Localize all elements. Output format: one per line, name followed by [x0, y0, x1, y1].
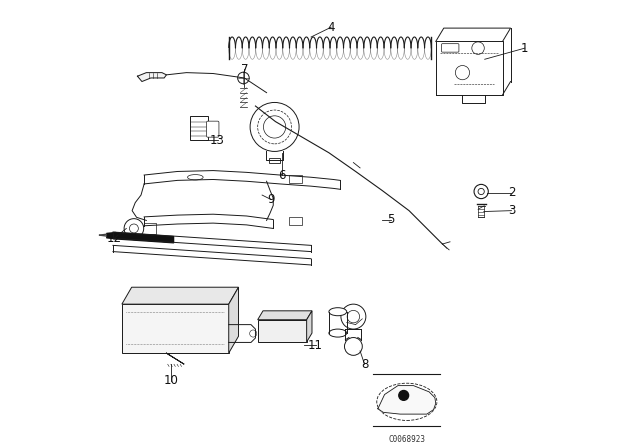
- Circle shape: [399, 391, 408, 401]
- Circle shape: [347, 310, 360, 323]
- Polygon shape: [258, 311, 312, 320]
- Circle shape: [129, 224, 138, 233]
- Circle shape: [478, 188, 484, 194]
- Circle shape: [250, 330, 257, 337]
- FancyBboxPatch shape: [207, 121, 219, 137]
- Text: 4: 4: [328, 21, 335, 34]
- Text: C0068923: C0068923: [388, 435, 426, 444]
- Ellipse shape: [188, 175, 203, 180]
- Text: 12: 12: [107, 232, 122, 245]
- Text: 9: 9: [268, 193, 275, 206]
- Polygon shape: [307, 311, 312, 342]
- Text: 5: 5: [388, 213, 395, 226]
- Polygon shape: [122, 287, 239, 304]
- Circle shape: [264, 116, 285, 138]
- Polygon shape: [138, 73, 166, 82]
- Circle shape: [237, 72, 249, 84]
- Text: 7: 7: [241, 63, 248, 76]
- Ellipse shape: [377, 383, 437, 420]
- Ellipse shape: [329, 308, 347, 316]
- Polygon shape: [122, 304, 228, 353]
- Polygon shape: [228, 287, 239, 353]
- Circle shape: [250, 103, 299, 151]
- Circle shape: [474, 185, 488, 198]
- Circle shape: [472, 42, 484, 54]
- Circle shape: [258, 110, 291, 144]
- Text: 11: 11: [308, 339, 323, 352]
- Text: 1: 1: [521, 42, 529, 55]
- Text: 13: 13: [210, 134, 225, 147]
- Polygon shape: [378, 386, 436, 414]
- Text: 6: 6: [278, 168, 286, 181]
- Text: 3: 3: [508, 204, 515, 217]
- Circle shape: [344, 337, 362, 355]
- Text: 2: 2: [508, 186, 515, 199]
- Bar: [289, 217, 302, 225]
- Bar: [289, 175, 302, 183]
- Text: 8: 8: [361, 358, 368, 371]
- Bar: [269, 158, 280, 164]
- Circle shape: [124, 219, 144, 238]
- Circle shape: [455, 65, 470, 80]
- Bar: [190, 116, 208, 140]
- FancyBboxPatch shape: [442, 44, 459, 52]
- Polygon shape: [258, 320, 307, 342]
- Ellipse shape: [329, 329, 347, 337]
- Circle shape: [341, 304, 366, 329]
- Text: 10: 10: [163, 374, 179, 387]
